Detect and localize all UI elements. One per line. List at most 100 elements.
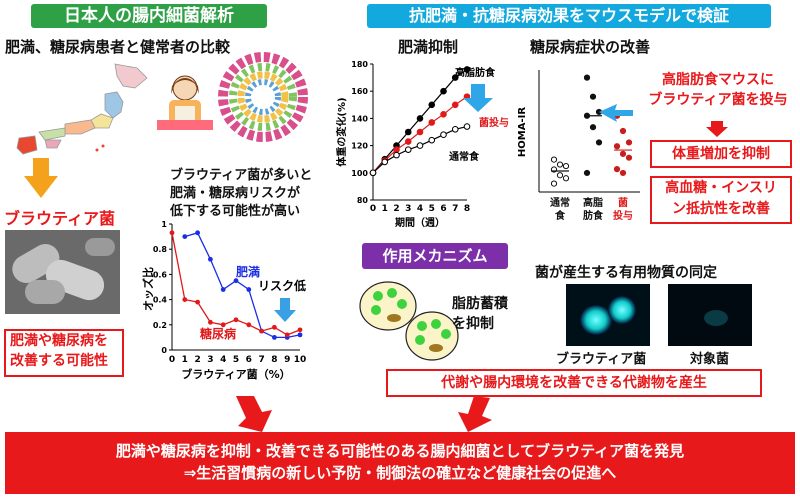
data-point xyxy=(272,324,277,330)
fat-accumulation-text: 脂肪蓄積 を抑制 xyxy=(452,294,508,334)
data-point xyxy=(272,335,277,340)
y-axis-label: HOMA-IR xyxy=(517,107,528,157)
conclusion-line-2: ⇒生活習慣病の新しい予防・制御法の確立など健康社会の促進へ xyxy=(183,464,617,482)
weight-data-point xyxy=(428,136,436,144)
metabolite-title: 菌が産生する有用物質の同定 xyxy=(535,265,717,281)
x-tick-label: 0 xyxy=(370,204,376,214)
x-tick-label: 1 xyxy=(382,204,388,214)
homa-data-point xyxy=(583,74,591,81)
glucose-result-box: 高血糖・インスリ ン抵抗性を改善 xyxy=(650,176,792,224)
x-axis-label: ブラウティア菌（%） xyxy=(181,367,290,381)
odds-caption: ブラウティア菌が多いと 肥満・糖尿病リスクが 低下する可能性が高い xyxy=(170,167,312,221)
weight-data-point xyxy=(428,119,436,126)
y-tick-label: 180 xyxy=(351,60,368,69)
x-tick-label: 7 xyxy=(452,204,458,214)
y-tick-label: 160 xyxy=(351,87,368,96)
legend-high-fat: 高脂肪食 xyxy=(455,66,496,79)
x-tick-label: 3 xyxy=(207,355,213,365)
metabolite-summary-text: 代謝や腸内環境を改善できる代謝物を産生 xyxy=(441,375,707,391)
body-weight-chart: 80 100 120 140 160 180 0 1 2 3 4 5 6 7 8 期間（週） 体重の変化(%) 高… xyxy=(335,60,509,229)
japan-map-icon xyxy=(16,63,148,155)
weight-data-point xyxy=(428,101,436,109)
weight-data-point xyxy=(416,115,424,122)
y-tick-label: 0.8 xyxy=(153,245,168,254)
y-tick-label: 0.4 xyxy=(153,296,168,305)
homa-data-point xyxy=(556,161,564,168)
y-tick-label: 80 xyxy=(357,196,369,205)
weight-gain-result-box: 体重増加を抑制 xyxy=(650,140,792,168)
homa-data-point xyxy=(550,156,558,163)
y-tick-label: 140 xyxy=(351,114,368,123)
bottom-right-arrow-icon xyxy=(458,396,492,432)
category-label: 菌 xyxy=(618,196,628,209)
treatment-line-1: 高脂肪食マウスに xyxy=(662,72,774,88)
y-axis-label: 体重の変化(%) xyxy=(335,97,348,166)
mechanism-header: 作用メカニズム xyxy=(362,243,508,269)
homa-data-point xyxy=(556,172,564,179)
data-point xyxy=(195,230,200,236)
x-tick-label: 4 xyxy=(417,204,423,214)
image-label-control: 対象菌 xyxy=(690,352,730,367)
x-tick-label: 4 xyxy=(220,355,226,365)
weight-data-point xyxy=(463,66,471,73)
homa-data-point xyxy=(589,93,597,100)
homa-data-point xyxy=(619,169,627,177)
weight-data-point xyxy=(440,111,447,118)
x-axis-label: 期間（週） xyxy=(395,216,445,229)
category-label: 食 xyxy=(554,209,566,222)
category-label: 通常 xyxy=(550,196,570,209)
x-tick-label: 1 xyxy=(182,355,188,365)
weight-data-point xyxy=(416,128,424,136)
weight-data-point xyxy=(404,146,412,153)
fat-cell-illustration xyxy=(359,281,459,361)
data-point xyxy=(220,287,226,292)
weight-data-point xyxy=(440,131,447,139)
x-tick-label: 8 xyxy=(271,355,277,365)
x-tick-label: 9 xyxy=(284,355,290,365)
odds-caption-line-3: 低下する可能性が高い xyxy=(170,204,301,219)
image-label-blautia: ブラウティア菌 xyxy=(556,352,647,367)
homa-ir-chart: HOMA-IR 通常食 高脂肪食 菌投与 xyxy=(517,70,640,222)
weight-data-point xyxy=(416,142,424,149)
red-down-arrow-icon xyxy=(706,121,728,137)
homa-data-point xyxy=(583,169,591,177)
down-arrow-icon xyxy=(24,158,58,198)
weight-gain-result-text: 体重増加を抑制 xyxy=(672,146,770,162)
note-line-2: 改善する可能性 xyxy=(10,353,108,369)
homa-data-point xyxy=(562,162,570,170)
y-tick-label: 0 xyxy=(161,346,167,355)
odds-caption-line-1: ブラウティア菌が多いと xyxy=(170,168,313,183)
x-tick-label: 5 xyxy=(233,355,239,365)
y-tick-label: 0.2 xyxy=(153,321,167,330)
data-point xyxy=(208,319,213,325)
conclusion-banner: 肥満や糖尿病を抑制・改善できる可能性のある腸内細菌としてブラウティア菌を発見 ⇒… xyxy=(5,432,795,494)
series-line-0 xyxy=(184,232,301,339)
data-point xyxy=(259,328,264,334)
weight-data-point xyxy=(393,151,400,159)
legend-obesity: 肥満 xyxy=(236,264,260,279)
homa-data-point xyxy=(589,124,597,131)
homa-data-point xyxy=(613,166,621,173)
homa-data-point xyxy=(595,139,603,146)
x-tick-label: 2 xyxy=(194,355,200,365)
data-point xyxy=(208,256,213,262)
data-point xyxy=(220,322,226,328)
odds-ratio-chart: 00.20.40.60.810 1 2 3 4 5 6 7 8 9 10ブラウティア菌（%）オッズ比… xyxy=(141,220,306,381)
weight-data-point xyxy=(369,169,377,177)
category-label: 投与 xyxy=(613,209,633,222)
homa-data-point xyxy=(562,175,570,182)
data-point xyxy=(246,322,252,328)
y-tick-label: 0.6 xyxy=(153,270,168,279)
x-tick-label: 7 xyxy=(258,355,264,365)
glucose-result-line-2: ン抵抗性を改善 xyxy=(672,201,770,217)
data-point xyxy=(195,299,200,305)
treatment-line-2: ブラウティア菌を投与 xyxy=(648,92,788,108)
improvement-note-box: 肥満や糖尿病を 改善する可能性 xyxy=(4,329,124,377)
homa-data-point xyxy=(625,139,633,146)
data-point xyxy=(246,287,252,292)
data-point xyxy=(182,234,188,239)
left-section-header: 日本人の腸内細菌解析 xyxy=(31,4,267,28)
legend-treated: 菌投与 xyxy=(479,116,509,129)
y-axis-label: オッズ比 xyxy=(141,267,155,311)
treatment-text: 高脂肪食マウスに ブラウティア菌を投与 xyxy=(638,70,798,110)
